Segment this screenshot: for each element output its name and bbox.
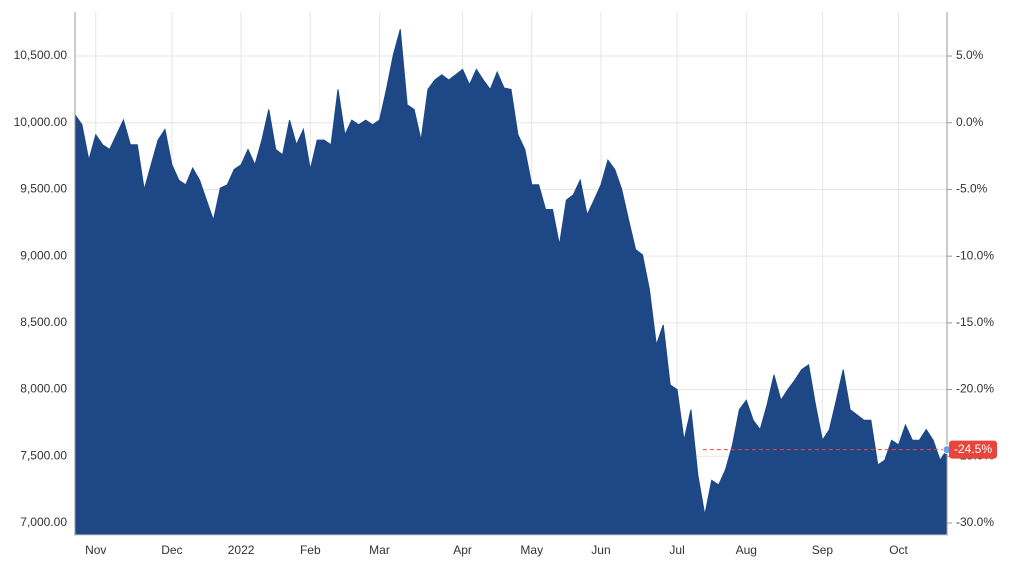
current-tag: [949, 440, 997, 459]
x-tick-label: May: [520, 543, 543, 557]
x-tick-label: Jun: [591, 543, 610, 557]
x-tick-label: Jul: [669, 543, 684, 557]
y-tick-label: 9,500.00: [20, 182, 67, 196]
y-tick-label: 7,000.00: [20, 515, 67, 529]
y2-tick-label: 0.0%: [956, 115, 984, 129]
y2-tick-label: -30.0%: [956, 515, 994, 529]
y2-tick-label: -5.0%: [956, 182, 988, 196]
x-tick-label: Mar: [369, 543, 390, 557]
y-tick-label: 10,500.00: [14, 48, 68, 62]
y-tick-label: 8,500.00: [20, 315, 67, 329]
x-tick-label: Dec: [161, 543, 182, 557]
area: [74, 29, 948, 536]
y2-tick-label: -10.0%: [956, 248, 994, 262]
y2-tick-label: 5.0%: [956, 48, 984, 62]
current-label: -24.5%: [954, 442, 992, 456]
x-tick-label: Apr: [453, 543, 472, 557]
x-tick-label: Aug: [736, 543, 757, 557]
x-tick-label: Oct: [889, 543, 908, 557]
y2-tick-label: -15.0%: [956, 315, 994, 329]
x-tick-label: Nov: [85, 543, 106, 557]
y-tick-label: 10,000.00: [14, 115, 68, 129]
x-tick-label: Sep: [812, 543, 834, 557]
y-tick-label: 7,500.00: [20, 448, 67, 462]
x-tick-label: Feb: [300, 543, 321, 557]
y-tick-label: 9,000.00: [20, 248, 67, 262]
y-tick-label: 8,000.00: [20, 382, 67, 396]
y2-tick-label: -20.0%: [956, 382, 994, 396]
x-tick-label: 2022: [228, 543, 255, 557]
